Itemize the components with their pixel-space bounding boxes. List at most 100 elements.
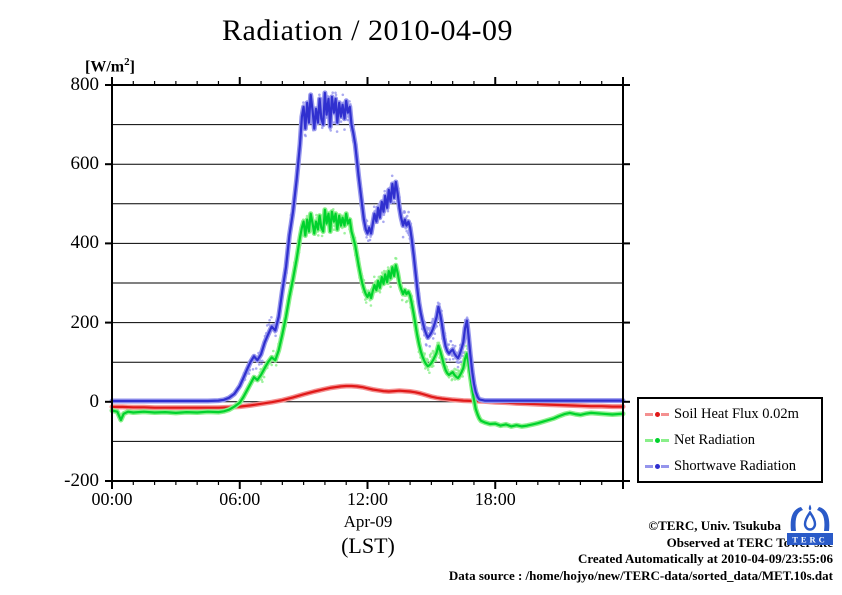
scatter-point	[400, 298, 404, 302]
scatter-point	[306, 216, 310, 219]
scatter-point	[407, 210, 410, 214]
scatter-point	[347, 115, 350, 118]
scatter-point	[388, 279, 392, 282]
y-tick-label: 0	[89, 390, 100, 412]
scatter-point	[408, 237, 412, 240]
scatter-point	[426, 358, 430, 362]
scatter-point	[373, 290, 377, 294]
scatter-point	[428, 371, 431, 375]
scatter-point	[270, 316, 273, 319]
data-source-line: Data source : /home/hojyo/new/TERC-data/…	[448, 567, 833, 583]
scatter-point	[383, 189, 387, 193]
scatter-point	[254, 367, 258, 370]
scatter-point	[456, 365, 460, 369]
series-line-0	[110, 384, 625, 409]
net-radiation-marker-icon	[645, 437, 669, 443]
scatter-point	[264, 332, 268, 335]
scatter-point	[384, 270, 388, 273]
scatter-point	[451, 377, 454, 381]
scatter-point	[403, 211, 407, 214]
logo-right-arc	[817, 507, 830, 531]
scatter-point	[263, 334, 267, 338]
scatter-point	[378, 288, 381, 292]
legend-item-soil-heat-flux: Soil Heat Flux 0.02m	[645, 401, 821, 427]
scatter-point	[343, 128, 346, 131]
logo-small-drop-icon	[808, 504, 812, 510]
scatter-point	[453, 378, 457, 381]
scatter-point	[362, 278, 366, 282]
scatter-point	[438, 356, 441, 359]
logo-left-arc	[790, 507, 803, 531]
series-line-1	[110, 208, 625, 428]
scatter-point	[332, 121, 336, 124]
scatter-point	[425, 344, 428, 347]
scatter-point	[334, 91, 337, 95]
scatter-point	[455, 368, 458, 372]
scatter-point	[272, 349, 275, 353]
scatter-point	[447, 343, 451, 346]
scatter-point	[331, 91, 335, 94]
scatter-point	[373, 209, 377, 213]
scatter-point	[368, 298, 372, 302]
scatter-point	[390, 174, 394, 178]
scatter-point	[342, 101, 345, 104]
data-series	[109, 90, 626, 429]
scatter-point	[274, 364, 278, 367]
scatter-point	[445, 358, 448, 361]
scatter-point	[243, 378, 247, 381]
scatter-point	[455, 372, 459, 375]
scatter-point	[318, 93, 321, 97]
scatter-point	[326, 95, 330, 98]
scatter-point	[429, 355, 432, 358]
copyright-line: ©TERC, Univ. Tsukuba	[648, 518, 781, 533]
series-halo-2	[109, 90, 626, 404]
scatter-point	[317, 234, 320, 237]
y-tick-label: 200	[70, 311, 100, 333]
scatter-point	[432, 364, 435, 368]
scatter-point	[382, 220, 385, 224]
scatter-point	[260, 362, 263, 366]
scatter-point	[462, 351, 465, 354]
scatter-point	[431, 317, 435, 321]
legend-item-net-radiation: Net Radiation	[645, 427, 821, 453]
scatter-point	[315, 213, 318, 217]
scatter-point	[386, 209, 390, 213]
scatter-point	[393, 201, 396, 204]
legend-label: Shortwave Radiation	[674, 457, 797, 474]
scatter-point	[389, 285, 392, 289]
shortwave-radiation-marker-icon	[645, 463, 669, 469]
gridlines	[112, 124, 623, 442]
scatter-point	[404, 226, 408, 230]
y-tick-label: 400	[70, 232, 100, 254]
logo-water-drop-icon	[803, 510, 817, 531]
scatter-point	[388, 186, 392, 189]
y-unit-prefix: [W/m	[85, 58, 125, 76]
scatter-point	[451, 344, 455, 347]
scatter-point	[349, 103, 352, 106]
created-line: Created Automatically at 2010-04-09/23:5…	[577, 551, 833, 566]
scatter-point	[380, 271, 384, 275]
scatter-point	[426, 368, 430, 372]
scatter-point	[438, 302, 441, 306]
scatter-point	[368, 238, 372, 242]
scatter-point	[369, 304, 373, 307]
scatter-point	[452, 357, 455, 361]
scatter-point	[431, 319, 434, 323]
scatter-point	[382, 213, 386, 217]
scatter-point	[423, 333, 426, 337]
scatter-point	[447, 376, 451, 379]
scatter-point	[343, 231, 346, 235]
footer-credits: ©TERC, Univ. Tsukuba Observed at TERC To…	[449, 518, 833, 584]
y-unit-suffix: ]	[129, 58, 135, 76]
scatter-point	[329, 129, 333, 132]
x-axis-date-label: Apr-09	[343, 512, 393, 531]
scatter-point	[266, 366, 269, 370]
scatter-point	[405, 299, 409, 303]
scatter-point	[446, 368, 450, 372]
scatter-point	[258, 371, 262, 374]
legend-label: Net Radiation	[674, 431, 755, 448]
scatter-point	[440, 309, 443, 313]
legend-item-shortwave-radiation: Shortwave Radiation	[645, 453, 821, 479]
scatter-point	[316, 230, 319, 233]
scatter-point	[272, 323, 275, 326]
